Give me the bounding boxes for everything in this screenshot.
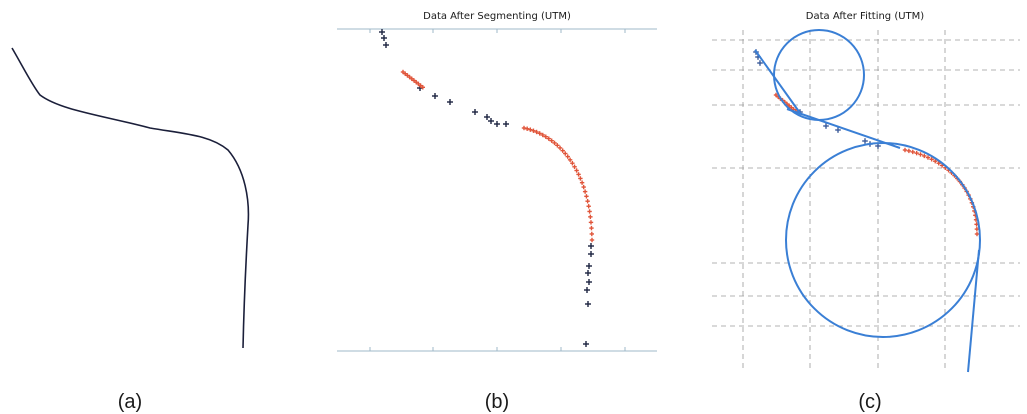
segment-point-curve: [540, 132, 545, 138]
segment-point-straight: [484, 114, 490, 120]
fit-point-curve: [925, 155, 931, 160]
fit-point-curve: [922, 153, 927, 159]
fit-point-curve: [974, 226, 980, 232]
panel-c-title: Data After Fitting (UTM): [805, 11, 925, 22]
segment-point-curve: [567, 157, 573, 163]
segment-point-curve: [543, 134, 548, 139]
panel-c-plot: [712, 29, 1020, 373]
segment-point-curve: [584, 194, 589, 199]
segment-point-curve: [588, 214, 593, 220]
panel-c-caption: (c): [858, 391, 882, 413]
segment-point-straight: [586, 263, 592, 269]
segment-point-straight: [488, 118, 494, 124]
fit-point-curve: [974, 231, 980, 237]
fitted-circle-large: [785, 142, 981, 338]
segment-point-curve: [537, 131, 542, 136]
fit-point-straight: [757, 60, 763, 66]
segment-point-curve: [420, 85, 425, 90]
panel-c-grid: [712, 30, 1020, 372]
segment-point-curve: [560, 148, 565, 153]
segment-point-curve: [578, 176, 583, 181]
fit-point-curve: [910, 149, 915, 155]
fit-point-curve: [929, 157, 934, 162]
fit-point-curve: [933, 158, 938, 164]
segment-point-curve: [570, 161, 575, 166]
fit-point-straight: [875, 143, 881, 149]
segment-point-straight: [585, 301, 591, 307]
fit-point-curve: [902, 147, 908, 153]
segment-point-curve: [574, 168, 579, 173]
fitted-line-middle: [786, 108, 901, 149]
segment-point-curve: [589, 237, 595, 243]
segment-point-curve: [531, 128, 536, 133]
segment-point-curve: [586, 204, 591, 209]
fit-point-straight: [835, 127, 841, 133]
fit-point-straight: [862, 138, 868, 144]
panel-b-ticks: [369, 29, 626, 351]
segment-point-straight: [583, 341, 589, 347]
fit-point-curve: [906, 148, 912, 154]
segment-point-curve: [576, 172, 581, 177]
segment-point-curve: [524, 126, 530, 131]
segment-point-curve: [565, 154, 570, 159]
raw-trajectory-line: [11, 47, 250, 349]
segment-point-straight: [383, 42, 389, 48]
segment-point-curve: [549, 138, 554, 143]
segment-point-curve: [579, 180, 585, 185]
panel-b-caption: (b): [484, 391, 510, 413]
fitted-line-bottom: [967, 249, 980, 373]
segment-point-curve: [589, 225, 594, 231]
segment-point-curve: [589, 231, 595, 237]
segment-point-curve: [555, 143, 560, 148]
segment-point-curve: [534, 129, 539, 135]
fitted-line-top: [754, 49, 801, 114]
panel-b-points: [379, 29, 595, 347]
segment-point-straight: [584, 287, 590, 293]
segment-point-curve: [587, 209, 592, 214]
segment-point-curve: [546, 136, 551, 141]
segment-point-straight: [494, 121, 500, 127]
segment-point-curve: [585, 199, 590, 204]
segment-point-straight: [379, 29, 385, 35]
fit-point-straight: [823, 123, 829, 129]
panel-a-plot: [11, 47, 250, 349]
fit-point-curve: [914, 150, 919, 156]
fitted-circle-small: [773, 29, 865, 121]
panel-b-plot: [337, 28, 657, 352]
panel-b-title: Data After Segmenting (UTM): [423, 11, 571, 22]
segment-point-curve: [557, 145, 563, 151]
segment-point-straight: [381, 35, 387, 41]
segment-point-straight: [586, 279, 592, 285]
fit-point-curve: [918, 152, 923, 157]
segment-point-curve: [572, 164, 577, 169]
segment-point-curve: [582, 189, 588, 194]
segment-point-curve: [528, 127, 533, 132]
segment-point-curve: [552, 140, 557, 146]
panel-a-caption: (a): [117, 391, 143, 413]
segment-point-straight: [503, 121, 509, 127]
segment-point-curve: [563, 151, 568, 156]
segment-point-straight: [432, 93, 438, 99]
segment-point-curve: [588, 220, 594, 225]
segment-point-curve: [521, 125, 527, 131]
segment-point-straight: [585, 270, 591, 276]
segment-point-straight: [447, 99, 453, 105]
segment-point-curve: [581, 184, 586, 190]
segment-point-straight: [588, 251, 594, 257]
segment-point-straight: [588, 243, 594, 249]
segment-point-straight: [472, 109, 478, 115]
